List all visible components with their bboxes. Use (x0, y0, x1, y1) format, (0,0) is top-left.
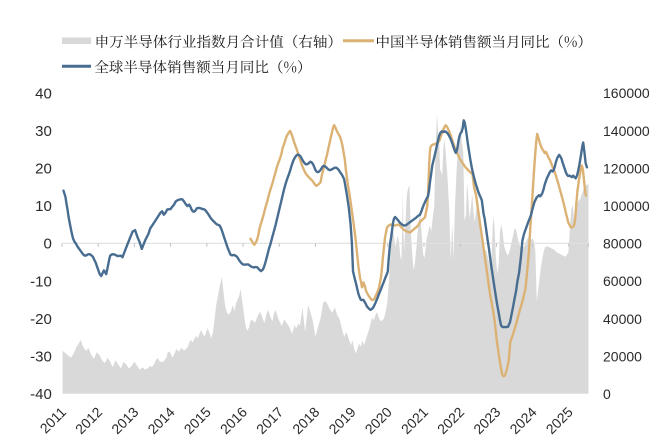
svg-text:100000: 100000 (603, 198, 650, 214)
svg-text:0: 0 (603, 386, 611, 402)
svg-text:-10: -10 (30, 273, 52, 290)
svg-text:20000: 20000 (603, 348, 642, 364)
svg-text:60000: 60000 (603, 273, 642, 289)
svg-text:-30: -30 (30, 349, 52, 366)
svg-text:-40: -40 (30, 386, 52, 403)
svg-text:-20: -20 (30, 311, 52, 328)
svg-text:80000: 80000 (603, 236, 642, 252)
svg-text:20: 20 (35, 161, 52, 178)
svg-text:10: 10 (35, 198, 52, 215)
svg-text:40000: 40000 (603, 311, 642, 327)
svg-text:30: 30 (35, 123, 52, 140)
svg-text:160000: 160000 (603, 85, 650, 101)
svg-text:140000: 140000 (603, 123, 650, 139)
svg-text:0: 0 (43, 236, 51, 253)
svg-text:40: 40 (35, 85, 52, 102)
svg-text:120000: 120000 (603, 160, 650, 176)
